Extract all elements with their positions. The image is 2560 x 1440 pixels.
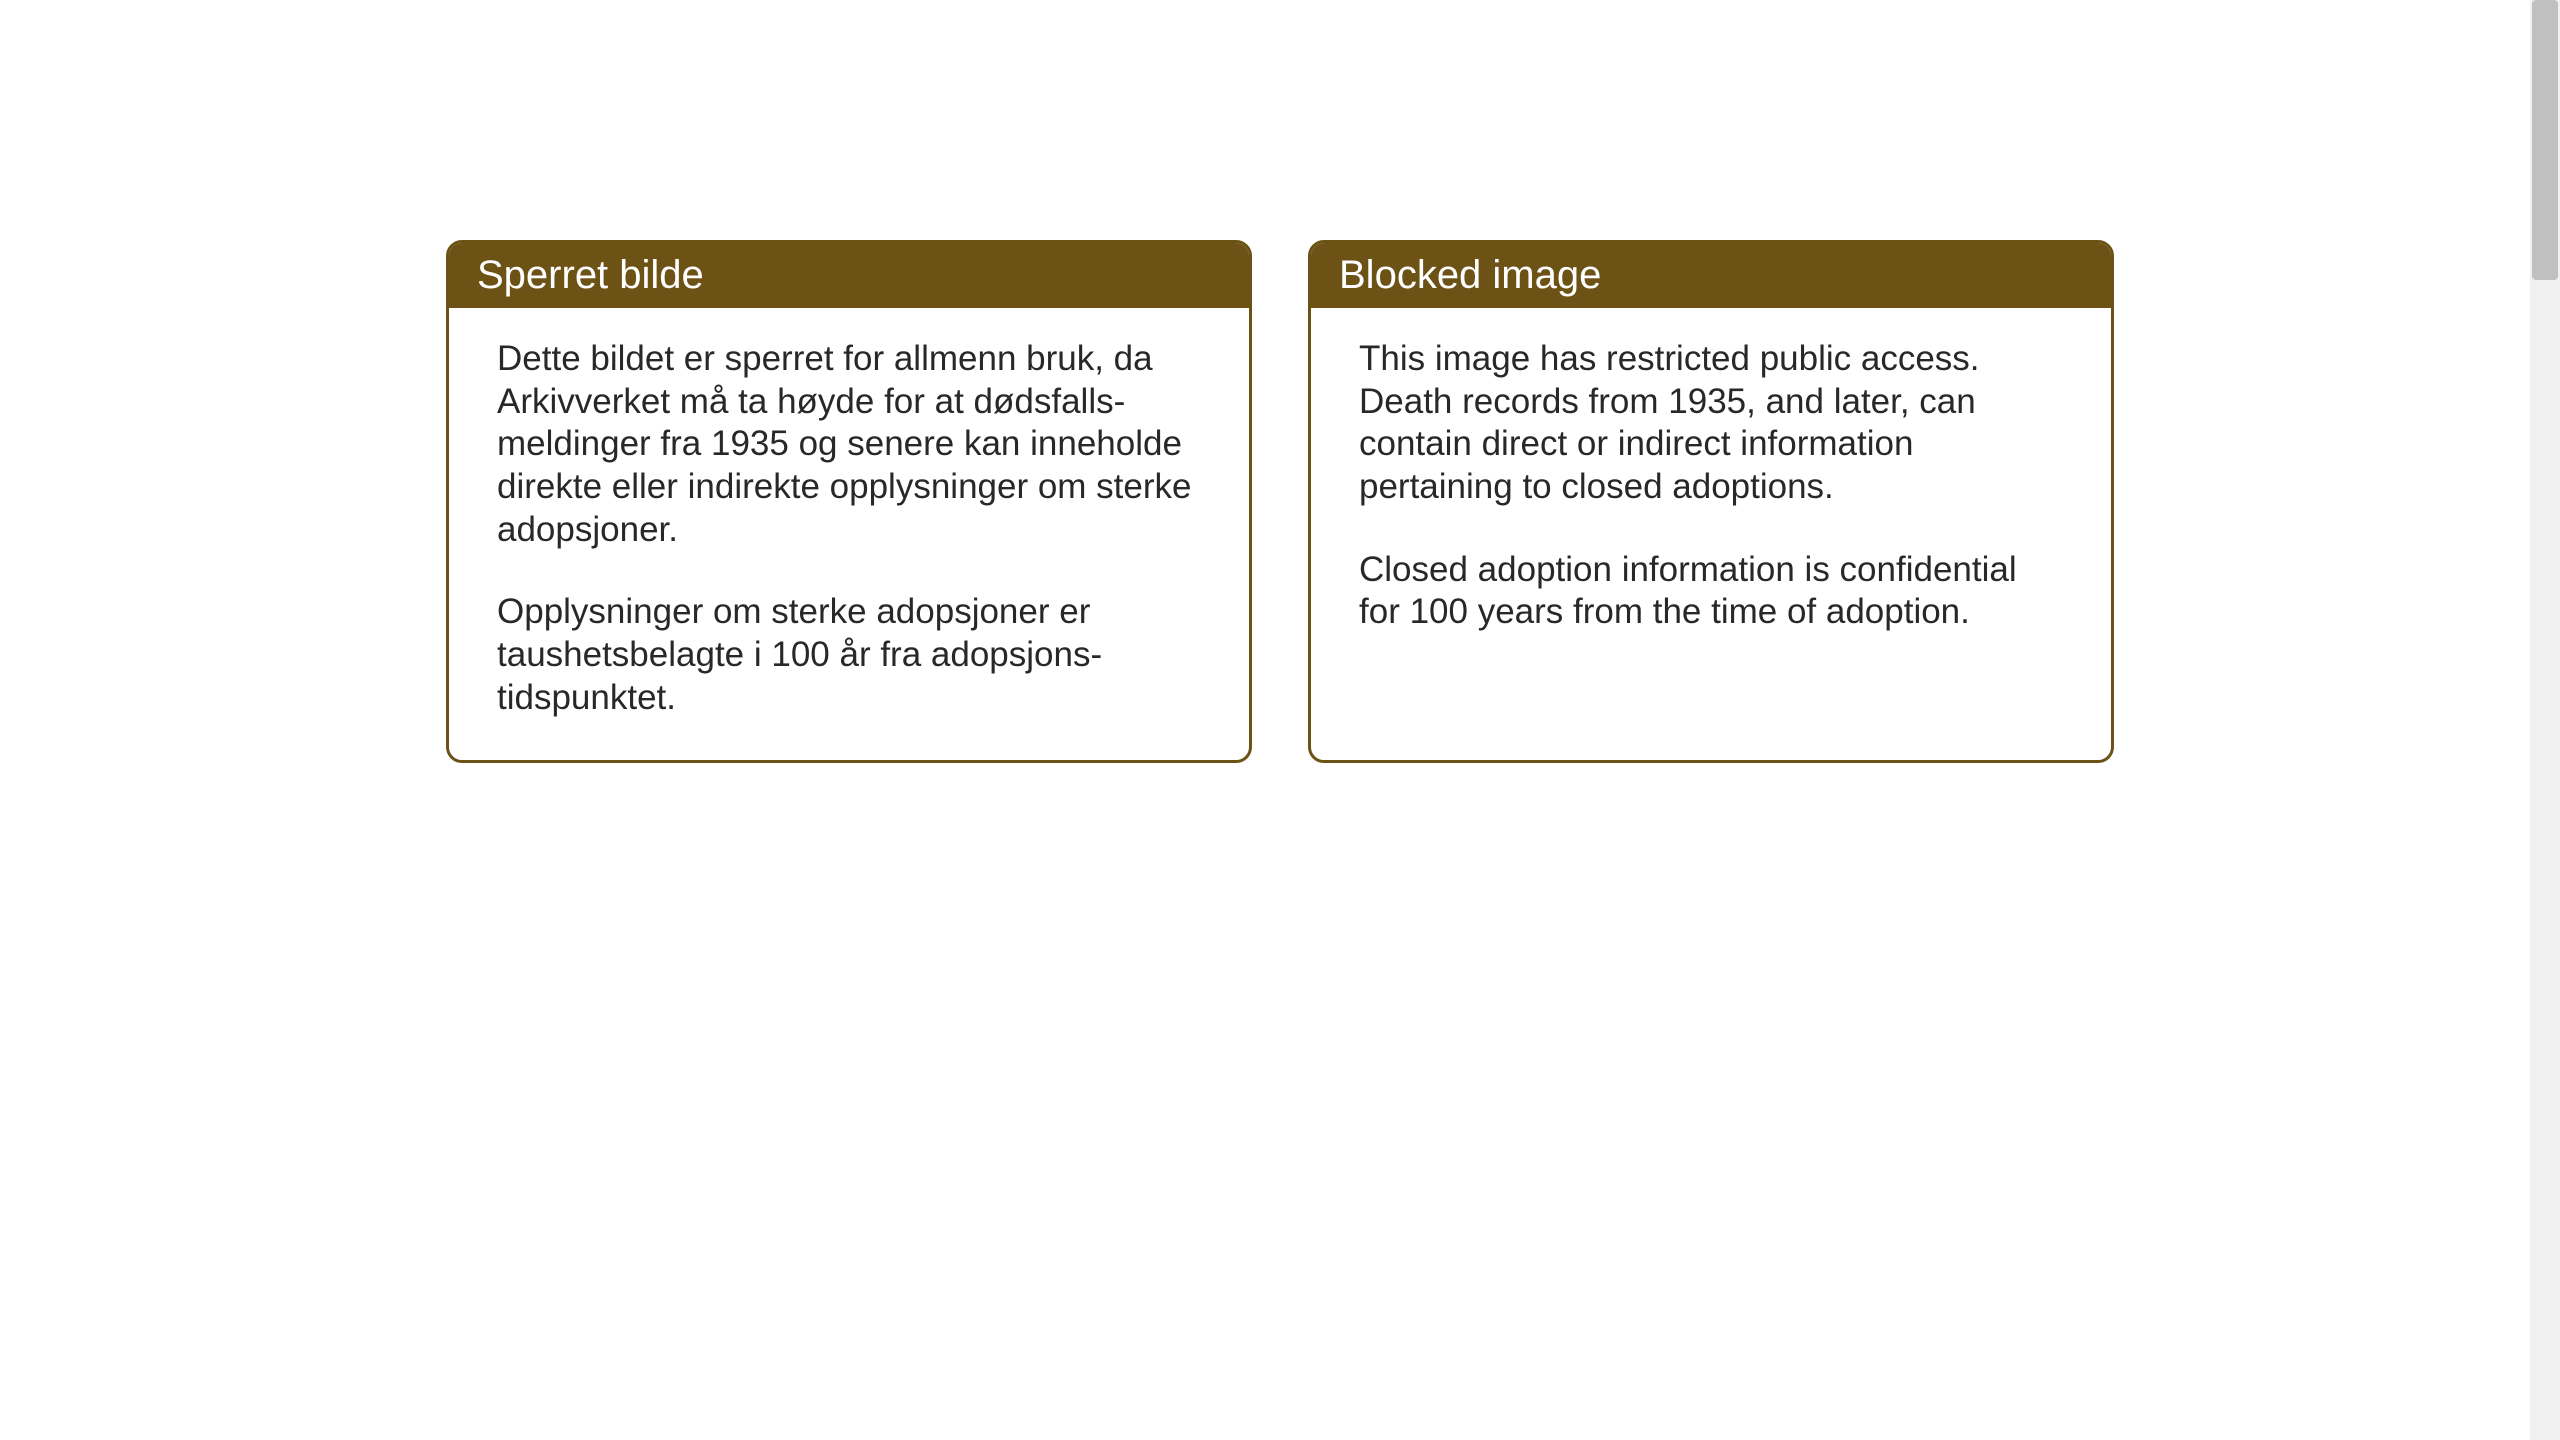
card-body-english: This image has restricted public access.…: [1311, 308, 2111, 674]
card-header-english: Blocked image: [1311, 243, 2111, 308]
scrollbar-thumb[interactable]: [2532, 0, 2558, 280]
card-paragraph-1-norwegian: Dette bildet er sperret for allmenn bruk…: [497, 338, 1201, 551]
card-body-norwegian: Dette bildet er sperret for allmenn bruk…: [449, 308, 1249, 760]
scrollbar-track[interactable]: [2530, 0, 2560, 1440]
card-paragraph-1-english: This image has restricted public access.…: [1359, 338, 2063, 509]
card-paragraph-2-norwegian: Opplysninger om sterke adopsjoner er tau…: [497, 591, 1201, 719]
card-title-norwegian: Sperret bilde: [477, 253, 704, 297]
card-header-norwegian: Sperret bilde: [449, 243, 1249, 308]
card-norwegian: Sperret bilde Dette bildet er sperret fo…: [446, 240, 1252, 763]
card-paragraph-2-english: Closed adoption information is confident…: [1359, 549, 2063, 634]
cards-container: Sperret bilde Dette bildet er sperret fo…: [446, 240, 2114, 763]
card-english: Blocked image This image has restricted …: [1308, 240, 2114, 763]
card-title-english: Blocked image: [1339, 253, 1601, 297]
